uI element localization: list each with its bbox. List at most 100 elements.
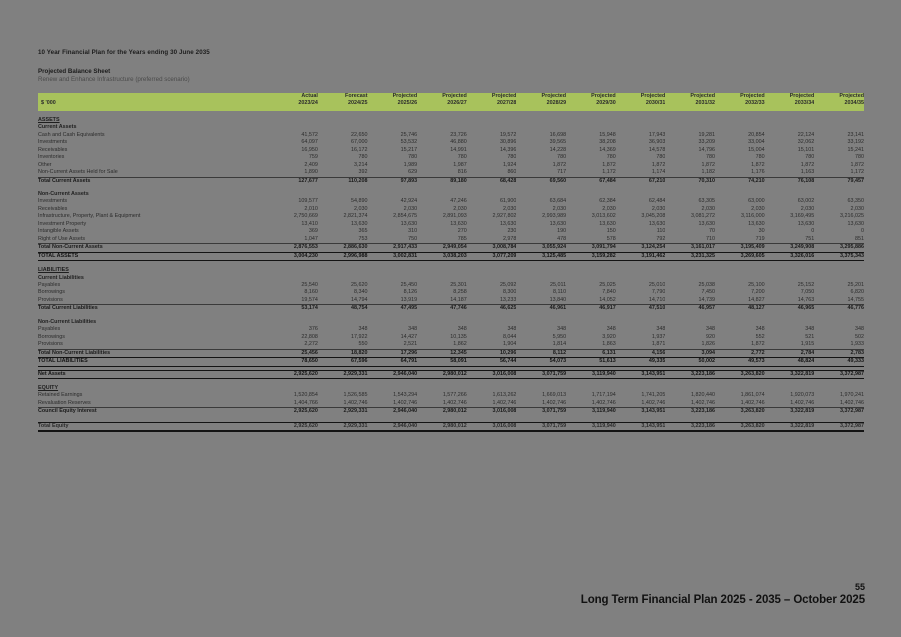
row-value [814,385,864,392]
row-label: TOTAL LIABILITIES [38,357,269,367]
row-value: 51,613 [566,357,616,367]
row-value: 7,200 [751,289,765,296]
row-value: 58,091 [417,357,467,367]
row-value [566,191,616,198]
row-value: 63,305 [698,198,716,205]
row-value: 759 [308,154,318,161]
row-value: 1,904 [502,341,517,348]
column-kind-3: Projected [367,93,418,101]
row-value: 2,929,331 [317,369,368,379]
row-value: 49,333 [814,357,864,367]
row-value: 2,030 [453,205,467,212]
row-value: 2,030 [602,205,616,212]
row-value: 1,872 [701,161,716,168]
row-value: 2,854,675 [393,213,418,220]
row-value: 8,110 [552,289,567,296]
row-value [467,275,517,282]
row-value: 3,055,924 [516,243,567,253]
row-value: 10,296 [466,348,517,358]
table-row: ASSETS [38,117,864,124]
row-value: 13,630 [450,220,467,227]
row-label: Total Non-Current Liabilities [38,348,269,358]
row-value: 38,208 [599,139,616,146]
table-row: Intangible Assets 369 365 310 270 230 190 150 11… [38,228,864,235]
row-value [765,385,815,392]
table-row: LIABILITIES [38,267,864,274]
row-value: 1,047 [304,235,318,242]
row-value: 1,741,205 [641,392,666,399]
row-value: 14,739 [698,296,716,303]
column-kind-2: Forecast [317,93,368,101]
row-value: 1,861,074 [740,392,765,399]
row-value: 1,924 [502,161,517,168]
table-row: Infrastructure, Property, Plant & Equipm… [38,213,864,220]
row-value: 150 [606,228,616,235]
row-value: 16,698 [549,131,567,138]
column-kind-11: Projected [764,93,815,101]
row-value: 2,030 [403,205,418,212]
row-label: Non-Current Assets [38,190,89,197]
table-row: Borrowings 22,808 17,922 14,427 10,135 8,044 5… [38,334,864,341]
table-row: Investments 64,097 67,000 53,532 46,880 30,89… [38,139,864,146]
row-value: 56,744 [466,357,517,367]
row-value: 2,030 [800,205,815,212]
row-value [368,124,418,131]
row-value: 753 [358,235,368,242]
row-value [368,385,418,392]
row-value: 14,710 [648,296,666,303]
row-value: 61,900 [499,198,517,205]
row-value: 17,296 [367,348,418,358]
row-value: 89,180 [417,176,467,185]
row-value: 1,890 [304,169,318,176]
column-period-2: 2024/25 [317,100,368,111]
table-row: Provisions 19,574 14,794 13,919 14,187 13,233… [38,297,864,305]
row-value [715,275,765,282]
row-value [516,124,566,131]
row-value: 348 [557,326,567,333]
row-value: 3,372,987 [814,369,864,379]
table-row: Borrowings 8,160 8,340 8,126 8,258 8,300 8,110… [38,289,864,296]
row-value [467,385,517,392]
table-row: EQUITY [38,385,864,392]
row-value: 816 [457,169,467,176]
row-label: Cash and Cash Equivalents [38,131,105,138]
row-value: 3,295,886 [814,243,864,253]
table-row: Payables 25,540 25,620 25,450 25,301 25,092 25… [38,282,864,289]
row-value [765,124,815,131]
table-row: Total Non-Current Assets 2,876,553 2,886,6… [38,243,864,253]
row-value: 47,246 [450,198,467,205]
row-label: Investments [38,139,68,146]
row-label: LIABILITIES [38,267,69,274]
row-value: 860 [507,169,517,176]
row-value: 46,917 [566,304,616,313]
row-value: 1,717,194 [591,392,616,399]
row-value: 1,872 [751,161,765,168]
row-value: 392 [358,169,368,176]
row-value: 14,755 [847,296,865,303]
row-value: 3,091,794 [566,243,616,253]
row-value [566,267,616,274]
row-value: 110 [656,228,666,235]
row-value [417,124,467,131]
row-value [318,267,368,274]
column-period-5: 2027/28 [466,100,517,111]
row-value: 2,978 [502,235,517,242]
row-value: 17,943 [648,131,666,138]
table-body: ASSETS Current Assets Cash and Cash Equiva… [38,111,864,433]
row-value: 16,172 [351,146,368,153]
row-value: 2,946,040 [367,369,418,379]
row-value: 67,000 [351,139,368,146]
row-value: 1,402,746 [790,399,815,406]
row-value: 47,746 [417,304,467,313]
table-row: Right of Use Assets 1,047 753 750 785 2,978 47… [38,236,864,244]
row-value: 2,946,040 [367,421,418,433]
document-header: 10 Year Financial Plan for the Years end… [38,48,538,84]
row-value [318,385,368,392]
table-row: Current Assets [38,124,864,131]
row-label: Intangible Assets [38,228,79,235]
row-value [318,275,368,282]
row-value: 20,854 [748,131,765,138]
row-value: 2,784 [764,348,815,358]
row-value [814,124,864,131]
row-value [566,385,616,392]
